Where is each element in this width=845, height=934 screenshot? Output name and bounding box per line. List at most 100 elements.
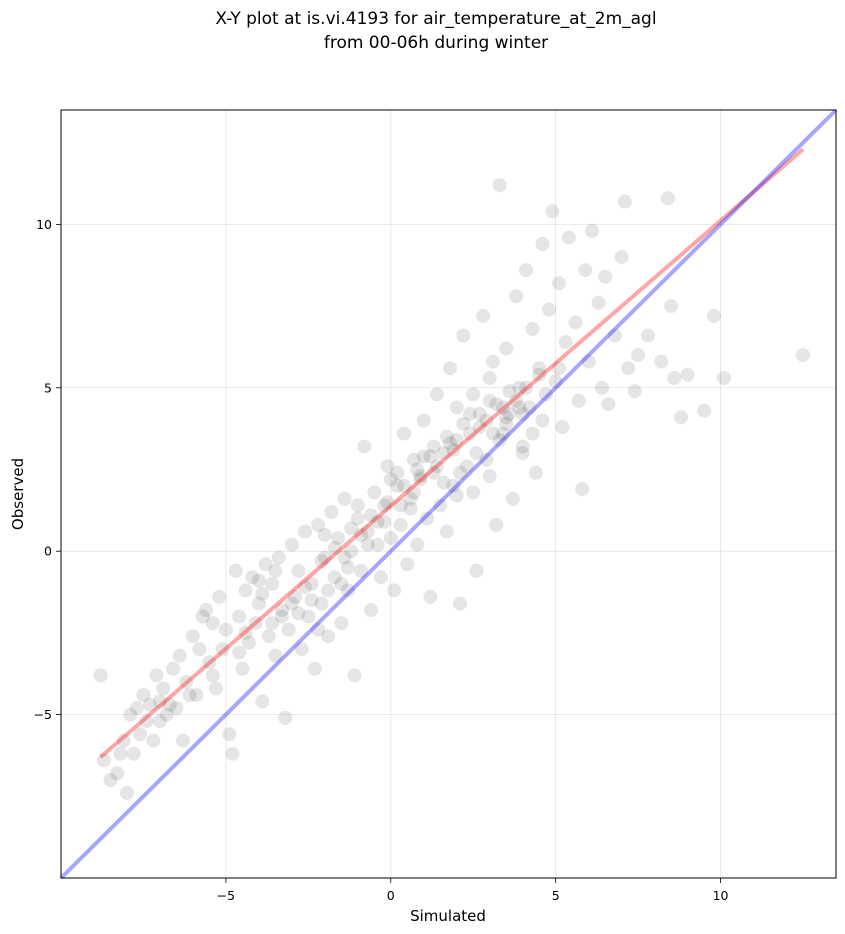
data-point [334, 616, 349, 631]
data-point [370, 514, 385, 529]
data-point [430, 387, 444, 402]
data-point [446, 478, 461, 493]
data-point [515, 439, 530, 454]
data-point [271, 550, 286, 565]
data-point [334, 576, 349, 591]
data-point [377, 514, 392, 529]
data-point [350, 511, 365, 526]
data-point [123, 707, 138, 722]
data-point [321, 629, 336, 644]
data-point [344, 544, 359, 559]
data-point [179, 674, 194, 689]
data-point [512, 380, 527, 395]
data-point [482, 469, 497, 483]
y-tick-label: 0 [44, 544, 52, 559]
data-point [245, 570, 260, 585]
data-point [261, 629, 276, 644]
plot-frame [60, 109, 837, 879]
data-point [360, 524, 375, 539]
y-tick-label: −5 [34, 707, 52, 722]
data-point [152, 694, 167, 709]
data-point [120, 786, 134, 800]
data-point [185, 629, 200, 644]
data-point [492, 433, 507, 448]
data-point [433, 498, 448, 513]
data-point [380, 459, 395, 474]
data-point [383, 531, 398, 546]
data-point [499, 410, 514, 425]
data-point [489, 397, 504, 412]
data-point [515, 446, 530, 461]
data-point [499, 416, 514, 431]
data-point [337, 550, 352, 565]
data-point [400, 557, 415, 572]
data-point [377, 498, 392, 513]
data-point [469, 446, 484, 461]
data-point [707, 308, 721, 323]
data-point [251, 573, 266, 588]
data-point [532, 361, 547, 376]
data-point [680, 367, 695, 382]
data-point [113, 746, 128, 761]
data-point [621, 361, 636, 376]
data-point [298, 580, 312, 595]
data-point [373, 570, 388, 585]
data-point [519, 263, 533, 278]
data-point [205, 616, 220, 631]
data-point [532, 367, 547, 382]
data-point [209, 681, 223, 696]
data-point [716, 371, 731, 385]
data-point [413, 469, 428, 483]
data-point [212, 589, 227, 604]
data-point [499, 341, 514, 356]
data-point [199, 603, 214, 617]
data-point [298, 524, 312, 539]
data-point [143, 697, 157, 712]
data-point [552, 276, 566, 291]
data-point [215, 642, 230, 657]
data-point [136, 688, 151, 702]
data-point [449, 433, 464, 448]
data-point [268, 648, 283, 663]
x-tick-label: −5 [217, 888, 235, 903]
data-point [321, 583, 336, 598]
data-point [294, 642, 309, 657]
data-point [317, 527, 332, 542]
data-point [139, 714, 154, 729]
data-point [667, 371, 682, 385]
data-point [555, 420, 570, 434]
reference-lines [59, 108, 838, 880]
data-point [617, 194, 632, 209]
data-point [205, 668, 220, 683]
data-point [515, 406, 530, 421]
data-point [311, 622, 326, 637]
data-point [133, 727, 148, 742]
data-point [340, 583, 355, 598]
data-point [202, 655, 217, 670]
data-point [169, 701, 184, 716]
data-point [380, 495, 395, 510]
data-point [486, 354, 500, 369]
axis-ticks: −5 0 5 10 −5 0 5 10 [34, 217, 729, 903]
data-point [512, 400, 527, 415]
data-point [357, 439, 372, 454]
data-point [192, 642, 207, 657]
data-point [149, 668, 164, 683]
data-point [436, 446, 451, 461]
data-point [387, 583, 402, 598]
data-point [281, 622, 296, 637]
data-point [479, 413, 494, 428]
data-point [189, 688, 204, 702]
data-point [367, 485, 382, 500]
data-point [509, 289, 524, 304]
x-tick-label: 10 [713, 888, 729, 903]
data-point [443, 436, 458, 451]
data-point [561, 230, 576, 245]
data-point [268, 563, 283, 578]
data-point [232, 609, 247, 624]
data-point [166, 661, 181, 676]
data-point [344, 521, 359, 536]
data-point [525, 426, 540, 441]
data-point [545, 204, 560, 219]
data-point [350, 498, 365, 513]
